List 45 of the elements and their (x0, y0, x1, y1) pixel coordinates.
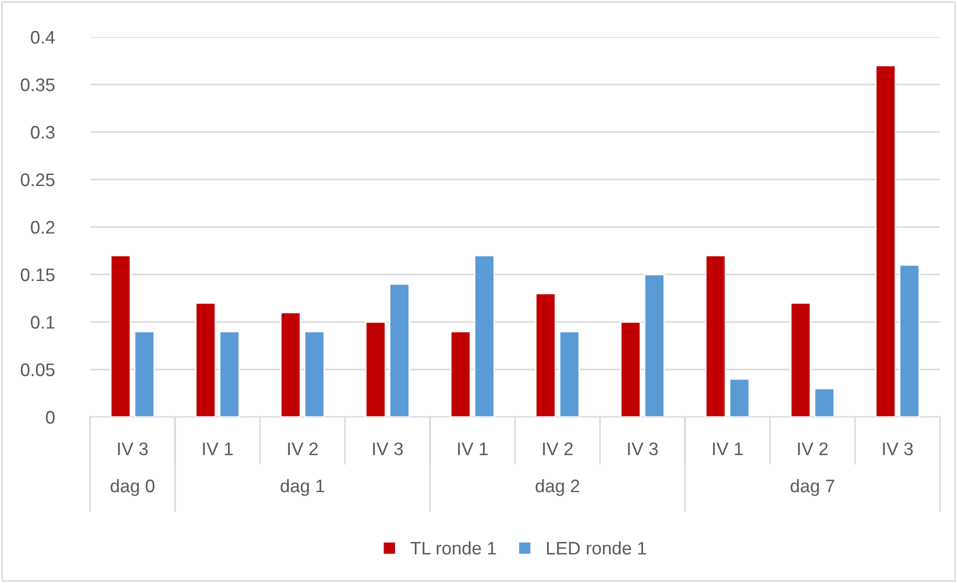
bar (450, 330, 472, 417)
bar (644, 274, 665, 417)
bar (365, 321, 386, 417)
legend-label: TL ronde 1 (410, 541, 496, 555)
y-tick-label: 0.05 (20, 363, 55, 376)
y-tick-label: 0.2 (30, 220, 54, 234)
bar (875, 64, 896, 417)
bar (790, 302, 812, 417)
bar (474, 254, 495, 417)
x-tick-label: IV 1 (203, 442, 233, 456)
bar (705, 254, 726, 417)
x-tick-label: IV 3 (118, 442, 148, 456)
bar (728, 378, 750, 417)
x-tick-label: IV 3 (373, 442, 403, 456)
x-tick-label: IV 3 (628, 442, 658, 456)
text: dag 0 (110, 479, 154, 496)
bar (388, 283, 410, 417)
x-tick-label: IV 2 (798, 442, 828, 456)
bar (535, 292, 556, 417)
bar (110, 254, 132, 417)
text: dag 2 (536, 479, 580, 496)
y-tick-label: 0.35 (20, 78, 55, 92)
x-tick-label: IV 3 (883, 442, 913, 456)
bar (134, 330, 155, 417)
bar (195, 302, 216, 417)
bar (218, 330, 240, 417)
y-tick-label: 0.25 (20, 173, 55, 186)
bar (898, 264, 920, 417)
x-tick-label: IV 1 (713, 442, 743, 456)
y-tick-label: 0 (46, 410, 55, 424)
x-tick-label: IV 2 (543, 442, 573, 456)
y-tick-label: 0.4 (30, 30, 55, 44)
bar (280, 312, 302, 417)
x-tick-label: IV 2 (288, 442, 318, 456)
legend-label: LED ronde 1 (547, 541, 646, 555)
x-tick-label: IV 1 (458, 442, 488, 456)
y-tick-label: 0.3 (30, 126, 54, 139)
text: dag 1 (280, 479, 324, 496)
y-tick-label: 0.1 (30, 316, 54, 329)
y-tick-label: 0.15 (20, 268, 55, 282)
bar (814, 388, 835, 417)
bar (620, 321, 642, 417)
bar (304, 330, 325, 417)
bar (558, 330, 580, 417)
text: dag 7 (790, 479, 834, 496)
